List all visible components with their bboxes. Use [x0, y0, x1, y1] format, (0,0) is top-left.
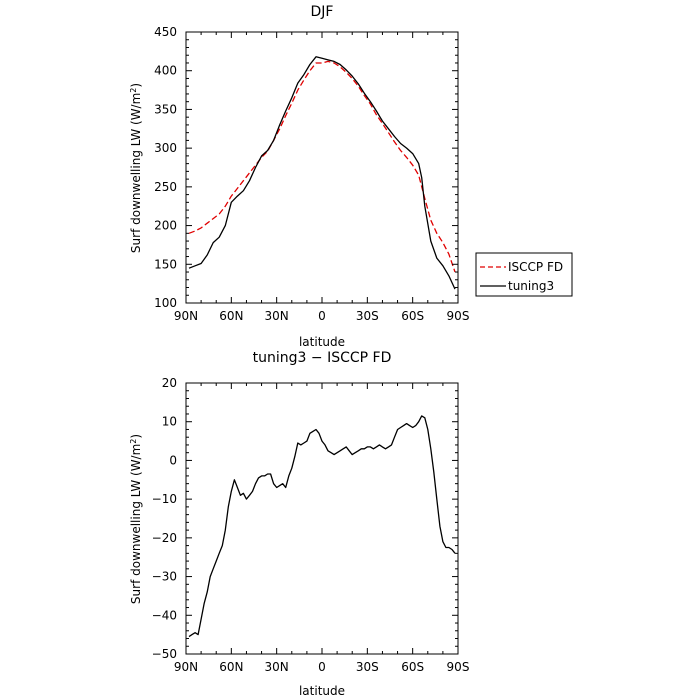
bottom-y-tick-label: −40	[152, 608, 177, 622]
top-plot-frame	[185, 31, 459, 304]
top-x-tick-label: 60S	[401, 309, 424, 323]
bottom-y-tick-label: 10	[162, 415, 177, 429]
bottom-y-tick-label: 0	[169, 453, 177, 467]
bottom-x-tick-label: 0	[318, 660, 326, 674]
bottom-x-tick-label: 90N	[174, 660, 198, 674]
top-x-tick-label: 90S	[447, 309, 470, 323]
top-x-axis-title: latitude	[299, 335, 345, 349]
bottom-ticks-group: 90N 60N 30N 0 30S 60S 90S −50 −40 −30 −20 −10 0 10 20	[152, 376, 470, 674]
top-ticks-group: 90N 60N 30N 0 30S 60S 90S 100 150 200 250 300 350 400…	[154, 25, 469, 323]
bottom-x-tick-label: 90S	[447, 660, 470, 674]
top-series-line-tuning3	[188, 56, 456, 290]
top-y-axis-title: Surf downwelling LW (W/m2)	[129, 83, 144, 253]
top-y-tick-label: 250	[154, 180, 177, 194]
top-y-tick-label: 400	[154, 64, 177, 78]
legend: ISCCP FD tuning3	[475, 252, 573, 297]
top-y-tick-label: 300	[154, 141, 177, 155]
legend-box	[475, 252, 573, 297]
bottom-x-tick-label: 30N	[265, 660, 289, 674]
legend-label-isccp: ISCCP FD	[508, 260, 563, 274]
top-panel: DJF 90N 60N 30N 0 30S 60S 90S 100 150 200 250 300 35…	[129, 4, 573, 349]
top-x-tick-label: 0	[318, 309, 326, 323]
top-series-line-isccp	[188, 60, 456, 273]
bottom-y-tick-label: −30	[152, 570, 177, 584]
top-x-tick-label: 90N	[174, 309, 198, 323]
top-series-group	[188, 56, 456, 290]
bottom-y-tick-label: −10	[152, 492, 177, 506]
bottom-x-tick-label: 60S	[401, 660, 424, 674]
top-y-tick-label: 150	[154, 257, 177, 271]
bottom-y-axis-title: Surf downwelling LW (W/m2)	[129, 434, 144, 604]
top-panel-title: DJF	[311, 4, 334, 20]
top-y-tick-label: 200	[154, 219, 177, 233]
top-y-tick-label: 100	[154, 296, 177, 310]
top-x-tick-label: 60N	[219, 309, 243, 323]
bottom-x-tick-label: 30S	[356, 660, 379, 674]
bottom-x-tick-label: 60N	[219, 660, 243, 674]
bottom-series-group	[188, 415, 456, 638]
top-y-tick-label: 350	[154, 102, 177, 116]
bottom-y-tick-label: −50	[152, 647, 177, 661]
top-x-tick-label: 30N	[265, 309, 289, 323]
top-x-tick-label: 30S	[356, 309, 379, 323]
top-y-tick-label: 450	[154, 25, 177, 39]
bottom-panel-title: tuning3 − ISCCP FD	[253, 350, 392, 366]
bottom-panel: tuning3 − ISCCP FD 90N 60N 30N 0 30S 60S 90S −5…	[129, 350, 470, 698]
legend-label-tuning3: tuning3	[508, 279, 554, 293]
bottom-x-axis-title: latitude	[299, 684, 345, 698]
bottom-series-line-difference	[188, 415, 456, 638]
bottom-y-tick-label: −20	[152, 531, 177, 545]
bottom-y-tick-label: 20	[162, 376, 177, 390]
